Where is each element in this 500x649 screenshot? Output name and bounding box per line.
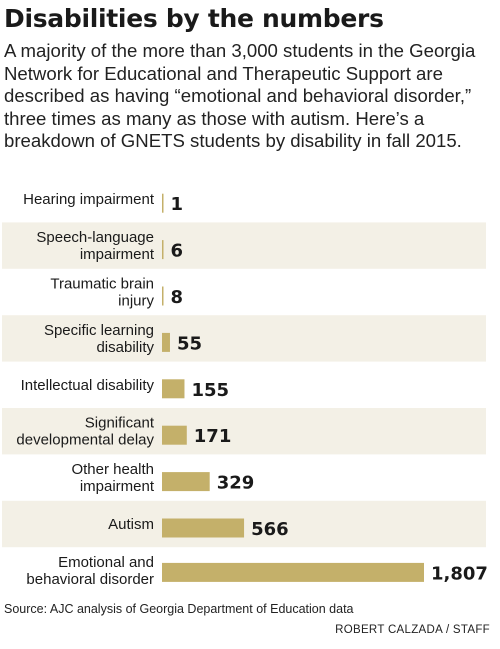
bar <box>162 193 164 213</box>
value-label: 1,807 <box>431 563 488 584</box>
bar-row: Autism 566 <box>2 500 486 548</box>
category-label: Specific learning <box>44 322 154 339</box>
bar-chart: Hearing impairment 1Speech-languageimpair… <box>2 191 488 588</box>
bar <box>162 425 187 445</box>
bar <box>162 286 164 306</box>
category-label: Traumatic brain <box>50 276 154 293</box>
bar <box>162 562 424 582</box>
category-label: Emotional and <box>58 554 154 571</box>
value-label: 8 <box>171 287 184 308</box>
category-label: developmental delay <box>16 432 154 449</box>
bar <box>162 472 210 492</box>
bar <box>162 518 245 538</box>
row-band <box>2 222 486 269</box>
bar <box>162 240 164 260</box>
value-label: 329 <box>217 473 255 494</box>
category-label: Hearing impairment <box>23 191 155 208</box>
category-label: behavioral disorder <box>26 571 154 588</box>
chart-subtitle: A majority of the more than 3,000 studen… <box>4 40 476 152</box>
category-label: Intellectual disability <box>21 377 155 394</box>
category-label: Significant <box>85 415 155 432</box>
category-label: injury <box>118 293 154 310</box>
category-label: Speech-language <box>36 229 154 246</box>
category-label: disability <box>96 339 154 356</box>
source-note: Source: AJC analysis of Georgia Departme… <box>4 602 354 616</box>
category-label: impairment <box>80 246 155 263</box>
bar <box>162 332 170 352</box>
bar-row: Hearing impairment 1 <box>23 191 183 215</box>
row-band <box>2 315 486 362</box>
bar <box>162 379 185 399</box>
category-label: impairment <box>80 478 155 495</box>
value-label: 1 <box>171 194 184 215</box>
category-label: Autism <box>108 516 154 533</box>
value-label: 566 <box>251 519 289 540</box>
value-label: 171 <box>194 426 232 447</box>
credit-line: ROBERT CALZADA / STAFF <box>335 624 490 636</box>
chart-title: Disabilities by the numbers <box>4 4 384 33</box>
row-band <box>2 408 486 455</box>
value-label: 55 <box>177 333 202 354</box>
category-label: Other health <box>71 461 154 478</box>
value-label: 155 <box>191 380 229 401</box>
bar-row: Intellectual disability 155 <box>21 377 229 401</box>
value-label: 6 <box>171 241 184 262</box>
